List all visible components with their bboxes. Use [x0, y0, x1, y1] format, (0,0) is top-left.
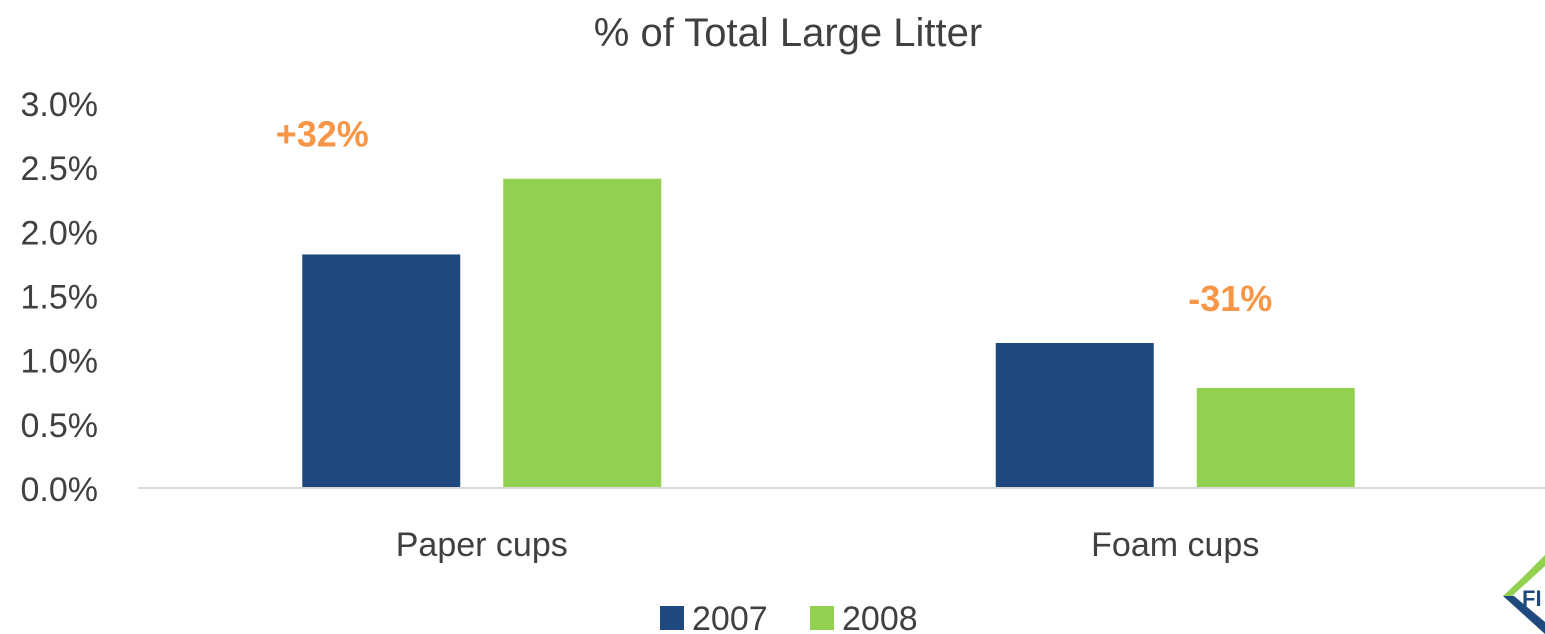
- legend: 2007 2008: [660, 600, 918, 634]
- legend-label: 2008: [842, 600, 918, 634]
- x-tick-label: Paper cups: [396, 526, 568, 564]
- y-tick-label: 0.5%: [21, 407, 99, 445]
- logo-blue-stroke: [1503, 596, 1545, 634]
- y-tick-label: 3.0%: [21, 86, 99, 124]
- annotation-label: -31%: [1188, 278, 1272, 319]
- legend-swatch-2007: [660, 606, 684, 630]
- annotation-label: +32%: [276, 114, 369, 155]
- y-tick-label: 2.5%: [21, 150, 99, 188]
- bar-2007-paper-cups: [302, 254, 461, 488]
- y-axis-ticks: 0.0% 0.5% 1.0% 1.5% 2.0% 2.5% 3.0%: [21, 86, 99, 509]
- y-tick-label: 1.5%: [21, 279, 99, 317]
- legend-label: 2007: [692, 600, 768, 634]
- x-axis-labels: Paper cups Foam cups: [396, 526, 1260, 564]
- chart-title: % of Total Large Litter: [594, 11, 982, 55]
- annotations: +32% -31%: [276, 114, 1273, 319]
- bar-2008-paper-cups: [503, 178, 662, 488]
- bar-2007-foam-cups: [995, 342, 1154, 488]
- bar-2008-foam-cups: [1196, 387, 1355, 488]
- y-tick-label: 2.0%: [21, 214, 99, 252]
- x-tick-label: Foam cups: [1091, 526, 1259, 564]
- y-tick-label: 1.0%: [21, 343, 99, 381]
- logo-text: FI: [1522, 586, 1542, 611]
- bars: [302, 178, 1355, 488]
- legend-swatch-2008: [810, 606, 834, 630]
- y-tick-label: 0.0%: [21, 471, 99, 509]
- company-logo-icon: FI: [1503, 555, 1545, 634]
